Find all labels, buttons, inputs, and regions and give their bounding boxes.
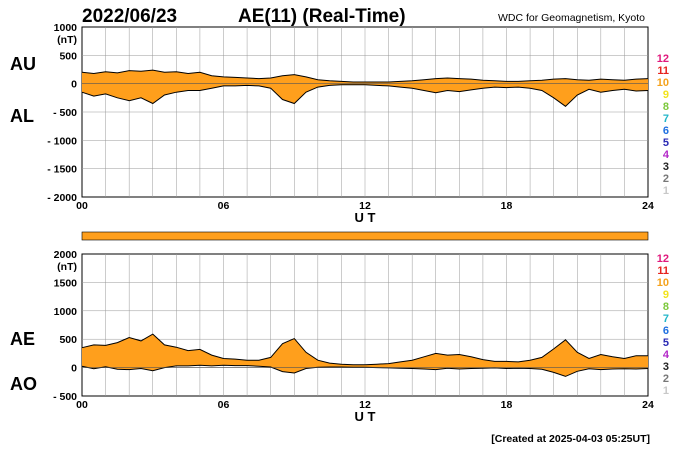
y-tick-label: 1500 — [54, 277, 78, 289]
y-tick-label: - 500 — [53, 107, 77, 119]
station-count-7: 7 — [663, 113, 669, 125]
station-count-4: 4 — [663, 349, 670, 361]
station-count-12: 12 — [657, 253, 669, 265]
x-tick-label: 24 — [642, 200, 654, 212]
series-band — [82, 70, 648, 107]
x-tick-label: 00 — [76, 200, 88, 212]
source-label: WDC for Geomagnetism, Kyoto — [498, 12, 645, 24]
y-tick-label: 1000 — [54, 22, 78, 34]
station-count-9: 9 — [663, 289, 669, 301]
station-count-1: 1 — [663, 185, 669, 197]
x-tick-label: 12 — [359, 200, 371, 212]
x-tick-label: 06 — [218, 200, 230, 212]
x-tick-label: 06 — [218, 399, 230, 411]
station-count-7: 7 — [663, 313, 669, 325]
station-count-3: 3 — [663, 361, 669, 373]
y-tick-label: 500 — [59, 50, 77, 62]
series-label-al: AL — [10, 106, 34, 126]
y-tick-label: 2000 — [54, 249, 78, 261]
y-tick-label: 0 — [71, 363, 77, 375]
station-count-6: 6 — [663, 125, 669, 137]
station-count-5: 5 — [663, 337, 669, 349]
y-tick-label: - 1500 — [47, 164, 77, 176]
series-band — [82, 334, 648, 377]
station-count-2: 2 — [663, 373, 669, 385]
y-unit-label: (nT) — [57, 34, 77, 46]
series-label-ao: AO — [10, 374, 37, 394]
series-line-ae — [81, 333, 648, 366]
y-tick-label: 1000 — [54, 306, 78, 318]
station-count-8: 8 — [663, 101, 669, 113]
station-count-5: 5 — [663, 137, 669, 149]
y-tick-label: - 500 — [53, 391, 77, 403]
index-title: AE(11) (Real-Time) — [238, 6, 406, 27]
station-count-4: 4 — [663, 149, 670, 161]
station-count-10: 10 — [657, 77, 669, 89]
y-tick-label: - 1000 — [47, 135, 77, 147]
series-line-al — [81, 84, 649, 107]
station-count-11: 11 — [657, 65, 669, 77]
x-tick-label: 18 — [501, 399, 513, 411]
y-tick-label: 0 — [71, 79, 77, 91]
x-tick-label: 00 — [76, 399, 88, 411]
series-line-au — [81, 69, 649, 83]
station-count-3: 3 — [663, 161, 669, 173]
x-axis-label: U T — [355, 210, 376, 225]
y-tick-label: - 2000 — [47, 192, 77, 204]
station-count-10: 10 — [657, 277, 669, 289]
y-unit-label: (nT) — [57, 261, 77, 273]
station-count-1: 1 — [663, 385, 669, 397]
station-count-6: 6 — [663, 325, 669, 337]
station-coverage-bar — [81, 231, 649, 241]
au-al-panel: 1000 500 0 - 500 - 1000 - 1500 - 2000 (nT) 00 06 1… — [10, 22, 654, 225]
ae-ao-panel: 2000 1500 1000 500 0 - 500 (nT) 00 06 12 18 24 U T AE… — [10, 249, 654, 424]
station-count-8: 8 — [663, 301, 669, 313]
date-label: 2022/06/23 — [82, 6, 177, 27]
x-tick-label: 12 — [359, 399, 371, 411]
series-line-ao — [81, 364, 649, 377]
x-tick-label: 24 — [642, 399, 654, 411]
x-axis-label: U T — [355, 409, 376, 424]
x-tick-label: 18 — [501, 200, 513, 212]
station-count-11: 11 — [657, 265, 669, 277]
y-tick-label: 500 — [59, 334, 77, 346]
created-timestamp: [Created at 2025-04-03 05:25UT] — [491, 433, 650, 445]
station-count-12: 12 — [657, 53, 669, 65]
series-label-ae: AE — [10, 329, 35, 349]
station-count-2: 2 — [663, 173, 669, 185]
station-count-9: 9 — [663, 89, 669, 101]
series-label-au: AU — [10, 54, 36, 74]
